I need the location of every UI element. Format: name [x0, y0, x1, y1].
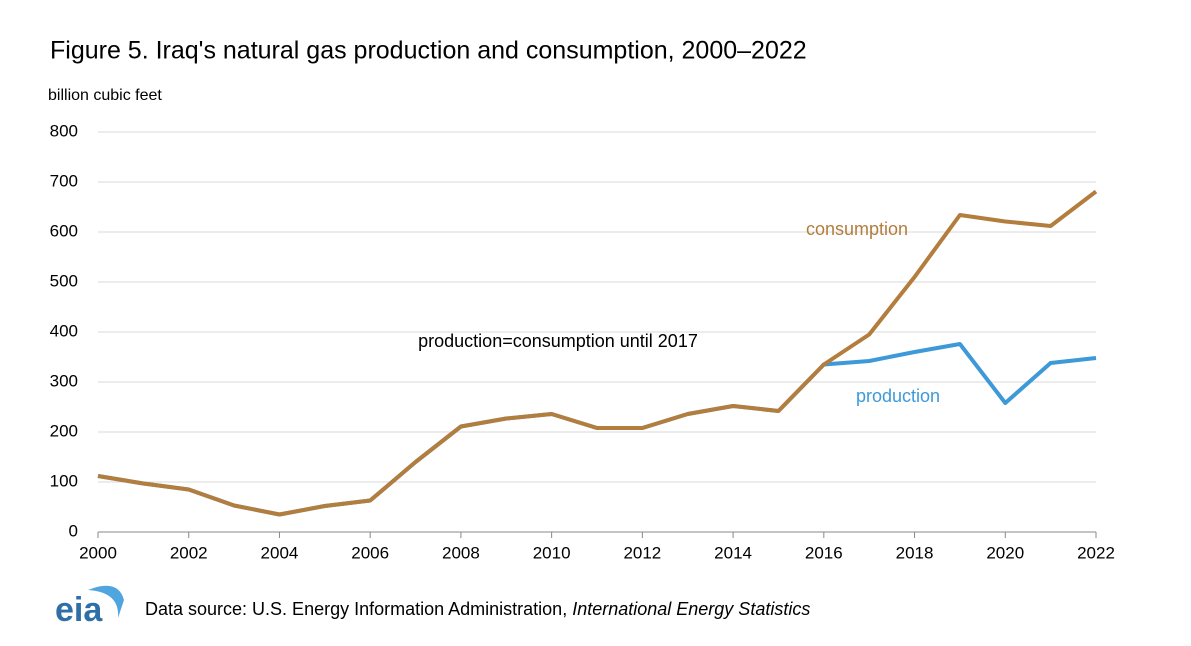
y-tick-label: 100	[50, 471, 78, 490]
x-tick-label: 2016	[805, 543, 843, 562]
x-tick-label: 2012	[623, 543, 661, 562]
x-tick-label: 2020	[986, 543, 1024, 562]
x-tick-label: 2022	[1077, 543, 1115, 562]
y-tick-label: 200	[50, 421, 78, 440]
y-tick-label: 700	[50, 171, 78, 190]
x-tick-label: 2018	[896, 543, 934, 562]
logo: eia	[55, 591, 103, 629]
annotation: production=consumption until 2017	[418, 331, 698, 351]
y-tick-label: 0	[69, 521, 78, 540]
x-tick-label: 2004	[261, 543, 299, 562]
y-tick-label: 300	[50, 371, 78, 390]
x-tick-label: 2006	[351, 543, 389, 562]
y-tick-label: 600	[50, 221, 78, 240]
y-tick-label: 400	[50, 321, 78, 340]
source: Data source: U.S. Energy Information Adm…	[145, 599, 810, 619]
x-tick-label: 2008	[442, 543, 480, 562]
logo-swoosh	[88, 585, 124, 618]
series-line	[97, 189, 1098, 517]
source-title: International Energy Statistics	[572, 599, 810, 619]
x-tick-label: 2002	[170, 543, 208, 562]
x-tick-label: 2010	[533, 543, 571, 562]
x-tick-label: 2014	[714, 543, 752, 562]
y-tick-label: 800	[50, 121, 78, 140]
series-label: consumption	[806, 219, 908, 239]
chart-title: Figure 5. Iraq's natural gas production …	[50, 37, 807, 65]
x-tick-label: 2000	[79, 543, 117, 562]
series-label: production	[856, 386, 940, 406]
y-axis-label: billion cubic feet	[48, 87, 162, 104]
source-prefix: Data source: U.S. Energy Information Adm…	[145, 599, 572, 619]
y-tick-label: 500	[50, 271, 78, 290]
